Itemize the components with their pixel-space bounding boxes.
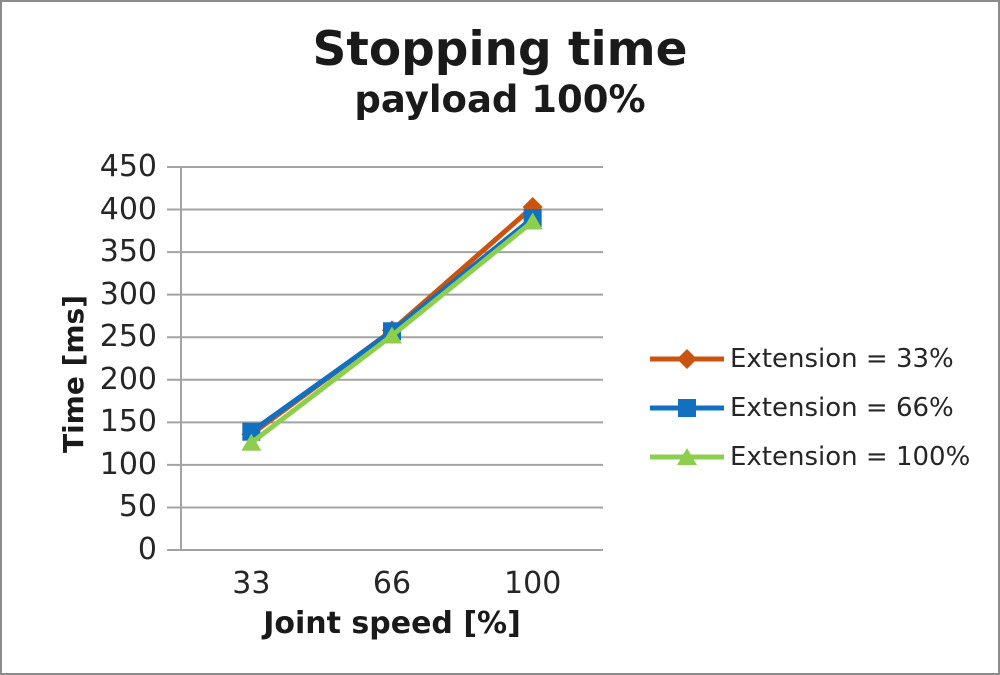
y-tick-label: 450 <box>99 149 157 184</box>
y-tick-label: 300 <box>99 276 157 312</box>
legend-item: Extension = 66% <box>650 383 970 432</box>
y-tick-label: 350 <box>99 234 157 270</box>
legend-label: Extension = 66% <box>730 392 954 423</box>
legend-item: Extension = 33% <box>650 334 970 383</box>
chart-subtitle: payload 100% <box>354 78 646 121</box>
legend-marker-shape <box>677 348 697 369</box>
x-tick-label: 66 <box>372 566 412 601</box>
legend-marker-shape <box>678 398 696 417</box>
x-tick-label: 100 <box>504 566 562 601</box>
x-axis-title: Joint speed [%] <box>263 606 521 641</box>
y-tick-label: 250 <box>99 319 157 355</box>
y-tick-label: 200 <box>99 361 157 397</box>
legend-marker <box>650 348 724 369</box>
legend-marker-shape <box>677 447 697 465</box>
data-point-marker <box>382 326 402 344</box>
legend-item: Extension = 100% <box>650 432 970 481</box>
y-tick-label: 50 <box>118 489 157 525</box>
data-point-marker <box>522 212 543 230</box>
y-tick-label: 150 <box>99 404 157 440</box>
legend-marker <box>650 398 724 417</box>
legend-marker <box>650 447 724 465</box>
y-tick-label: 100 <box>99 446 157 482</box>
x-tick-label: 33 <box>232 566 271 601</box>
y-tick-label: 0 <box>137 532 157 567</box>
y-tick-label: 400 <box>99 191 157 227</box>
legend-label: Extension = 33% <box>730 343 954 374</box>
legend-label: Extension = 100% <box>730 441 971 472</box>
legend: Extension = 33% Extension = 66% Extension … <box>650 334 970 481</box>
data-point-marker <box>241 433 262 451</box>
chart-title: Stopping time <box>312 22 688 77</box>
